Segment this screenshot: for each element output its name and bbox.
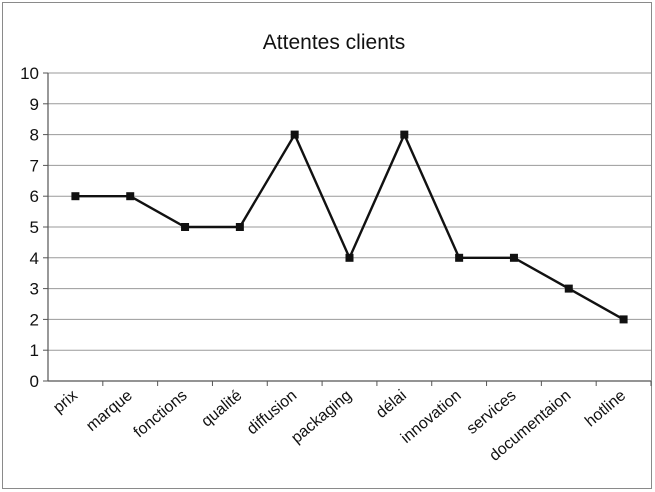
- y-tick-label-7: 7: [30, 156, 39, 175]
- y-tick-label-5: 5: [30, 218, 39, 237]
- x-tick-label-5: packaging: [288, 387, 355, 447]
- y-tick-label-4: 4: [30, 249, 39, 268]
- data-point-packaging: [345, 253, 354, 262]
- chart-title: Attentes clients: [263, 31, 405, 54]
- data-point-prix: [71, 192, 80, 201]
- y-tick-label-0: 0: [30, 372, 39, 391]
- y-tick-label-10: 10: [20, 64, 39, 83]
- y-axis-ticks: 0 1 2 3 4 5 6 7 8 9 10: [20, 64, 48, 391]
- x-tick-label-1: marque: [83, 387, 136, 435]
- y-tick-label-6: 6: [30, 187, 39, 206]
- gridlines: [48, 72, 651, 351]
- y-tick-label-1: 1: [30, 341, 39, 360]
- x-tick-label-7: innovation: [398, 387, 465, 447]
- data-point-innovation: [455, 253, 464, 262]
- series-layer: [71, 130, 628, 324]
- x-tick-label-3: qualité: [198, 387, 245, 430]
- data-point-marque: [126, 192, 135, 201]
- y-tick-label-9: 9: [30, 95, 39, 114]
- data-point-délai: [400, 130, 409, 139]
- y-tick-label-2: 2: [30, 310, 39, 329]
- x-tick-label-10: hotline: [582, 387, 629, 430]
- x-tick-label-0: prix: [50, 387, 81, 417]
- data-point-services: [509, 253, 518, 262]
- x-tick-label-2: fonctions: [131, 387, 191, 441]
- data-point-diffusion: [290, 130, 299, 139]
- data-point-documentaion: [564, 284, 573, 293]
- x-tick-label-6: délai: [373, 387, 410, 422]
- data-point-qualité: [235, 223, 244, 231]
- line-chart: Attentes clients 0 1 2 3 4 5 6 7 8 9 10 prix marque…: [20, 31, 652, 465]
- data-point-fonctions: [181, 223, 190, 231]
- y-tick-label-8: 8: [30, 126, 39, 145]
- y-tick-label-3: 3: [30, 280, 39, 299]
- data-point-hotline: [619, 315, 628, 324]
